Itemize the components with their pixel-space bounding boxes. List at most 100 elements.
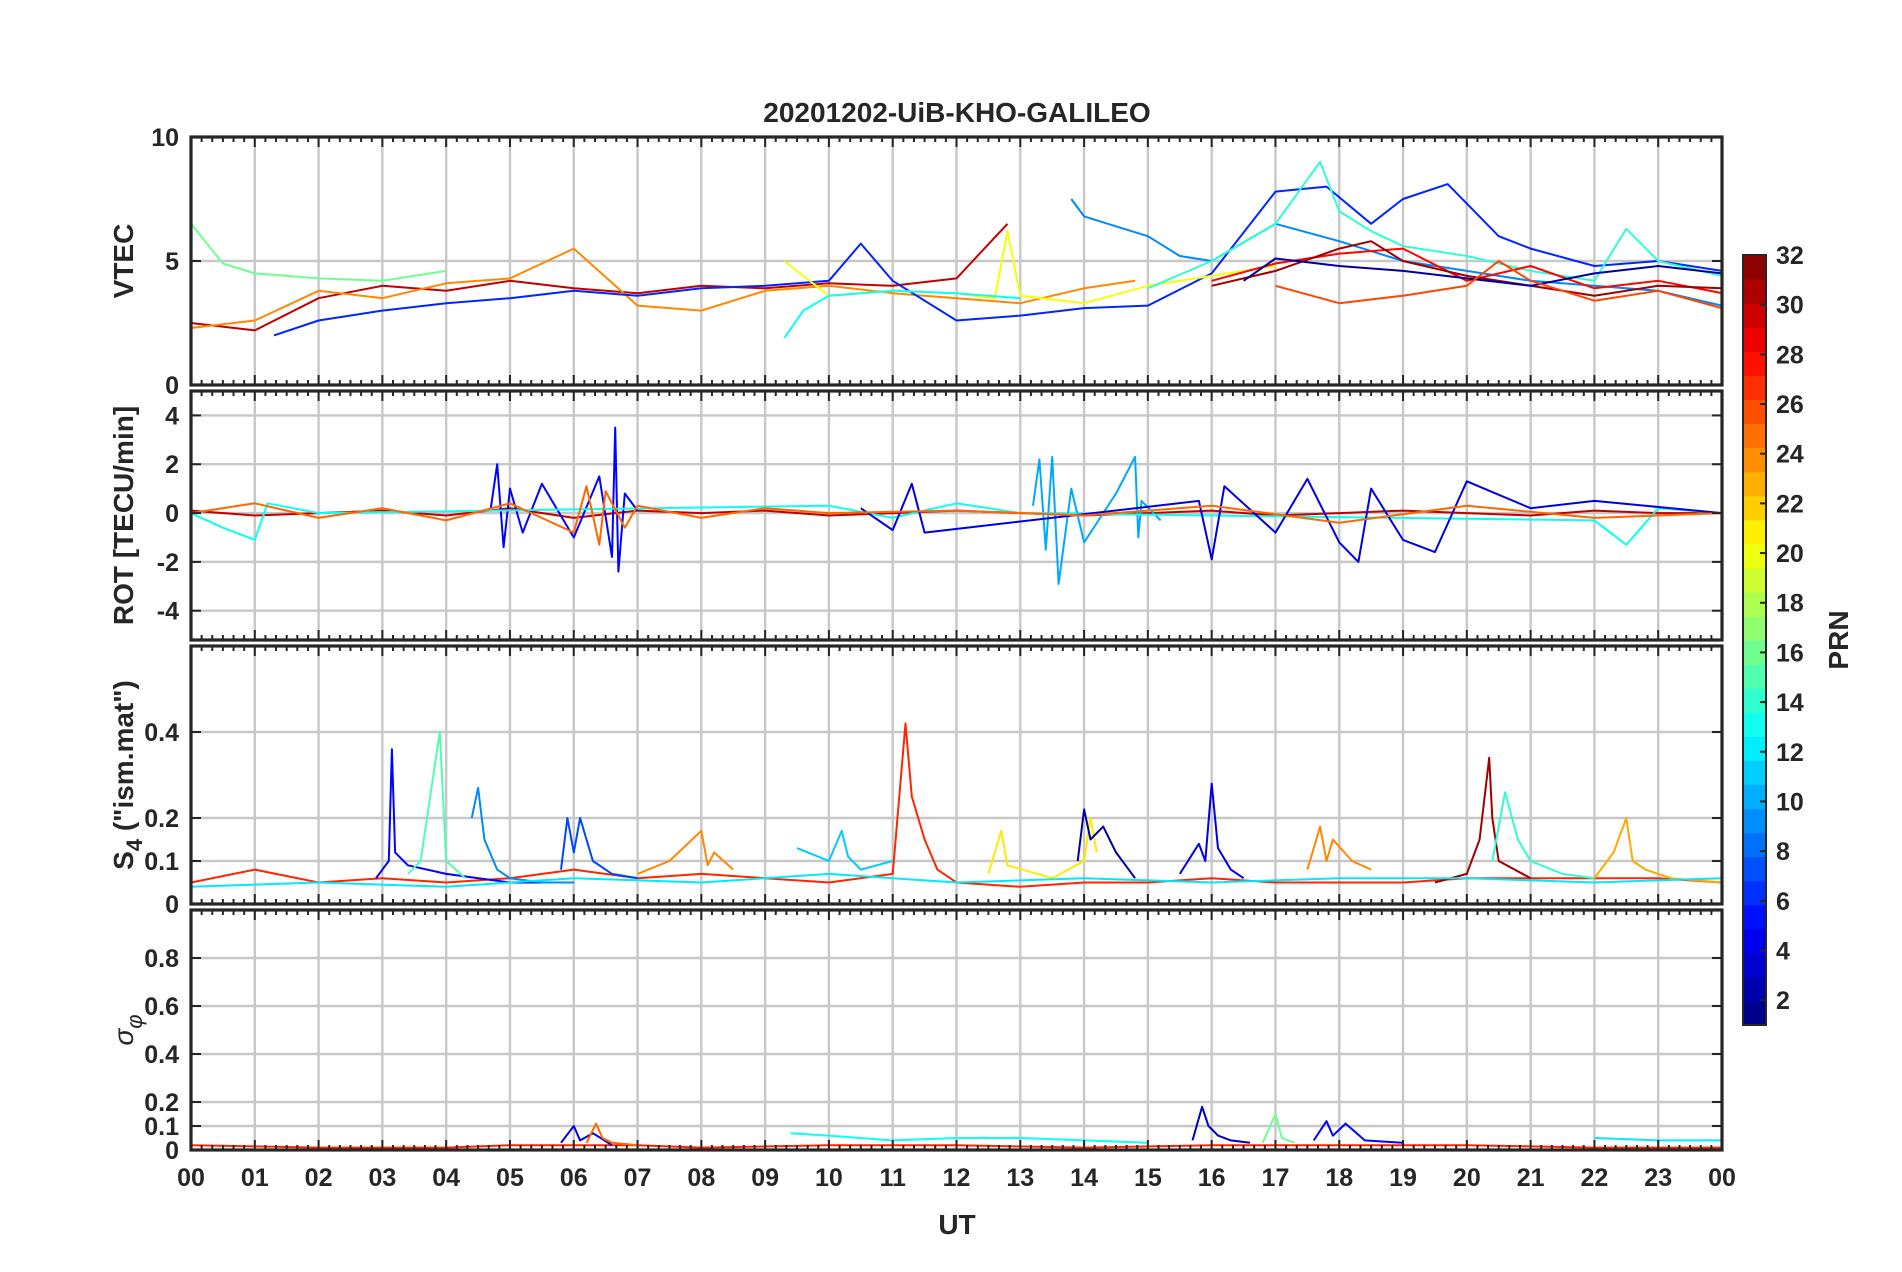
series-line-prn-9 bbox=[470, 786, 574, 884]
colorbar-frame bbox=[1742, 254, 1767, 1026]
x-tick-label: 08 bbox=[687, 1164, 715, 1192]
y-axis-label: ROT [TECU/min] bbox=[108, 406, 139, 625]
series-group bbox=[191, 722, 1722, 888]
series-line-prn-16 bbox=[191, 223, 447, 282]
x-tick-label: 23 bbox=[1644, 1164, 1672, 1192]
y-tick-label: 0.4 bbox=[144, 719, 179, 747]
colorbar-segment bbox=[1743, 615, 1766, 641]
y-tick-label: 0 bbox=[165, 500, 179, 528]
series-line-prn-24 bbox=[1306, 825, 1372, 871]
colorbar-segment bbox=[1743, 471, 1766, 497]
colorbar-segment bbox=[1743, 952, 1766, 978]
colorbar-tick-label: 14 bbox=[1776, 689, 1804, 717]
colorbar-segment bbox=[1743, 856, 1766, 882]
series-line-prn-4 bbox=[860, 477, 1722, 563]
series-line-prn-24 bbox=[191, 247, 1136, 329]
colorbar-tick-label: 26 bbox=[1776, 391, 1804, 419]
colorbar-segment bbox=[1743, 423, 1766, 449]
x-tick-label: 03 bbox=[368, 1164, 396, 1192]
colorbar-tick-label: 12 bbox=[1776, 739, 1804, 767]
colorbar-segment bbox=[1743, 688, 1766, 713]
x-tick-label: 22 bbox=[1581, 1164, 1609, 1192]
series-line-prn-4 bbox=[1178, 782, 1245, 880]
colorbar-segment bbox=[1743, 327, 1766, 352]
colorbar-segment bbox=[1743, 375, 1766, 400]
x-tick-label: 00 bbox=[1708, 1164, 1736, 1192]
x-tick-label: 04 bbox=[432, 1164, 460, 1192]
series-line-prn-12 bbox=[191, 872, 1722, 888]
series-line-prn-31 bbox=[1211, 240, 1722, 297]
colorbar-tick-label: 30 bbox=[1776, 292, 1804, 320]
colorbar-segment bbox=[1743, 519, 1766, 545]
x-tick-label: 11 bbox=[879, 1164, 906, 1192]
colorbar-segment bbox=[1743, 832, 1766, 858]
x-tick-label: 14 bbox=[1070, 1164, 1098, 1192]
y-tick-label: -2 bbox=[157, 549, 179, 577]
colorbar-segment bbox=[1743, 543, 1766, 569]
axes-frame bbox=[189, 644, 1724, 906]
colorbar-segment bbox=[1743, 1000, 1766, 1026]
colorbar-tick-label: 24 bbox=[1776, 441, 1804, 469]
series-line-prn-4 bbox=[560, 1125, 613, 1147]
x-tick-label: 16 bbox=[1198, 1164, 1226, 1192]
y-tick-label: 0.8 bbox=[144, 945, 179, 973]
y-axis-label: VTEC bbox=[108, 224, 139, 299]
x-tick-label: 09 bbox=[751, 1164, 779, 1192]
colorbar-segment bbox=[1743, 664, 1766, 689]
colorbar-segment bbox=[1743, 303, 1766, 328]
x-tick-label: 05 bbox=[496, 1164, 524, 1192]
colorbar-tick-label: 10 bbox=[1776, 788, 1804, 816]
y-tick-label: 5 bbox=[165, 248, 179, 276]
axes-frame bbox=[189, 908, 1724, 1152]
series-line-prn-7 bbox=[560, 817, 638, 880]
series-line-prn-31 bbox=[1434, 756, 1532, 884]
colorbar-segment bbox=[1743, 495, 1766, 521]
x-tick-label: 06 bbox=[560, 1164, 588, 1192]
series-line-prn-26 bbox=[1275, 260, 1722, 310]
series-line-prn-13 bbox=[191, 502, 1722, 546]
colorbar-segment bbox=[1743, 976, 1766, 1002]
series-line-prn-21 bbox=[987, 817, 1098, 880]
series-line-prn-5 bbox=[489, 426, 639, 573]
y-tick-label: 2 bbox=[165, 451, 179, 479]
y-tick-label: 0 bbox=[165, 372, 179, 400]
y-axis-label: S4 ("ism.mat") bbox=[108, 680, 147, 870]
panel-vtec: 0 5 10 VTEC bbox=[108, 124, 1724, 400]
y-axis-label: σφ bbox=[108, 1014, 147, 1045]
y-tick-label: 0.6 bbox=[144, 993, 179, 1021]
chart-title: 20201202-UiB-KHO-GALILEO bbox=[763, 97, 1150, 128]
x-tick-label: 10 bbox=[815, 1164, 843, 1192]
axes-frame bbox=[189, 135, 1724, 387]
y-tick-label: 0 bbox=[165, 891, 179, 919]
series-line-prn-2 bbox=[1243, 257, 1722, 287]
colorbar-tick-label: 28 bbox=[1776, 341, 1804, 369]
x-tick-label: 20 bbox=[1453, 1164, 1481, 1192]
y-tick-label: 0.1 bbox=[144, 1113, 179, 1141]
series-line-prn-30 bbox=[191, 223, 1009, 332]
series-line-prn-24 bbox=[637, 829, 734, 875]
colorbar-tick-label: 20 bbox=[1776, 540, 1804, 568]
y-tick-label: 0.2 bbox=[144, 805, 179, 833]
colorbar-tick-label: 4 bbox=[1776, 937, 1790, 965]
series-group bbox=[191, 426, 1722, 585]
series-line-prn-9 bbox=[1070, 198, 1722, 307]
x-tick-label: 17 bbox=[1262, 1164, 1290, 1192]
series-line-prn-14 bbox=[1491, 791, 1595, 880]
colorbar-label: PRN bbox=[1823, 610, 1854, 669]
series-line-prn-25 bbox=[585, 1122, 638, 1147]
x-tick-label: 13 bbox=[1006, 1164, 1034, 1192]
colorbar-segment bbox=[1743, 928, 1766, 954]
x-tick-label: 01 bbox=[241, 1164, 269, 1192]
series-line-prn-11 bbox=[796, 829, 893, 871]
colorbar-segment bbox=[1743, 640, 1766, 665]
y-tick-label: 4 bbox=[165, 402, 179, 430]
series-line-prn-3 bbox=[1191, 1105, 1251, 1144]
colorbar-segment bbox=[1743, 712, 1766, 737]
colorbar-segment bbox=[1743, 760, 1766, 785]
y-tick-label: 10 bbox=[151, 124, 179, 152]
x-tick-label: 00 bbox=[177, 1164, 205, 1192]
series-line-prn-14 bbox=[1147, 160, 1722, 290]
series-line-prn-10 bbox=[1032, 455, 1162, 585]
colorbar-segment bbox=[1743, 784, 1766, 810]
